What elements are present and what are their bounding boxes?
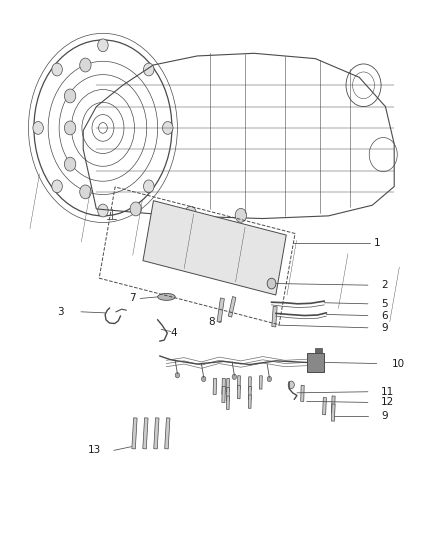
Circle shape bbox=[98, 39, 108, 52]
Polygon shape bbox=[323, 398, 326, 415]
Polygon shape bbox=[237, 385, 240, 399]
Circle shape bbox=[201, 376, 206, 382]
Polygon shape bbox=[237, 376, 240, 389]
Circle shape bbox=[185, 206, 196, 220]
Polygon shape bbox=[226, 387, 230, 401]
Text: 10: 10 bbox=[392, 359, 405, 368]
Circle shape bbox=[52, 63, 62, 76]
Circle shape bbox=[80, 185, 91, 199]
Polygon shape bbox=[248, 395, 251, 408]
Circle shape bbox=[52, 180, 62, 193]
Circle shape bbox=[267, 278, 276, 289]
Text: 13: 13 bbox=[88, 446, 101, 455]
Text: 1: 1 bbox=[374, 238, 380, 247]
Text: 11: 11 bbox=[381, 387, 394, 397]
Polygon shape bbox=[272, 306, 277, 327]
Circle shape bbox=[267, 376, 272, 382]
Polygon shape bbox=[259, 376, 262, 389]
Polygon shape bbox=[301, 385, 304, 401]
Polygon shape bbox=[226, 396, 230, 409]
Text: 9: 9 bbox=[381, 323, 388, 333]
Polygon shape bbox=[228, 296, 236, 317]
Ellipse shape bbox=[158, 293, 175, 301]
Polygon shape bbox=[332, 396, 335, 413]
Polygon shape bbox=[222, 386, 226, 402]
Polygon shape bbox=[332, 404, 335, 421]
Text: 5: 5 bbox=[381, 299, 388, 309]
Text: 8: 8 bbox=[208, 318, 215, 327]
Polygon shape bbox=[154, 418, 159, 449]
Circle shape bbox=[33, 122, 43, 134]
Circle shape bbox=[144, 180, 154, 193]
Text: 2: 2 bbox=[381, 280, 388, 290]
Polygon shape bbox=[217, 298, 224, 322]
Circle shape bbox=[80, 58, 91, 72]
Circle shape bbox=[144, 63, 154, 76]
Polygon shape bbox=[143, 201, 286, 295]
Circle shape bbox=[232, 374, 237, 379]
Text: 3: 3 bbox=[57, 307, 64, 317]
Polygon shape bbox=[213, 378, 217, 394]
Text: 7: 7 bbox=[129, 294, 136, 303]
Circle shape bbox=[288, 381, 294, 389]
Circle shape bbox=[130, 202, 141, 216]
Text: 12: 12 bbox=[381, 398, 394, 407]
Circle shape bbox=[175, 373, 180, 378]
Text: 9: 9 bbox=[381, 411, 388, 421]
Polygon shape bbox=[248, 386, 251, 400]
Circle shape bbox=[64, 89, 76, 103]
Bar bbox=[315, 348, 322, 353]
Polygon shape bbox=[143, 418, 148, 449]
Polygon shape bbox=[226, 378, 230, 392]
Text: 6: 6 bbox=[381, 311, 388, 320]
Circle shape bbox=[98, 204, 108, 217]
Text: 4: 4 bbox=[171, 328, 177, 338]
Circle shape bbox=[162, 122, 173, 134]
Polygon shape bbox=[165, 418, 170, 449]
Bar bbox=[307, 353, 324, 372]
Circle shape bbox=[235, 208, 247, 222]
Circle shape bbox=[64, 157, 76, 171]
Polygon shape bbox=[132, 418, 137, 449]
Polygon shape bbox=[222, 378, 226, 394]
Circle shape bbox=[64, 121, 76, 135]
Polygon shape bbox=[248, 377, 251, 390]
